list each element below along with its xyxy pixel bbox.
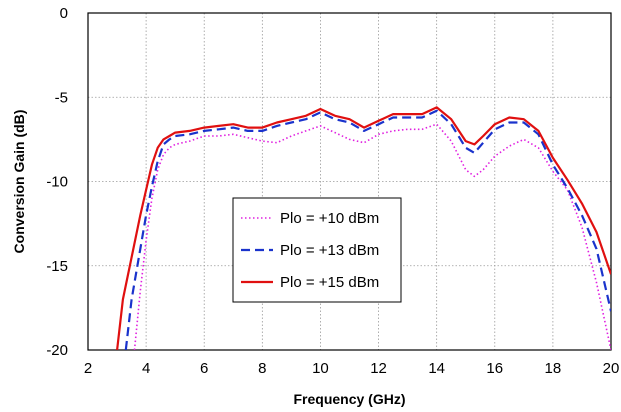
series-lines (116, 106, 611, 350)
x-tick-label: 16 (486, 360, 503, 377)
y-tick-label: 0 (60, 5, 68, 22)
x-tick-label: 20 (603, 360, 620, 377)
x-tick-label: 2 (84, 360, 92, 377)
x-tick-label: 10 (312, 360, 329, 377)
x-tick-label: 18 (545, 360, 562, 377)
y-tick-label: -10 (46, 174, 68, 191)
x-tick-label: 4 (142, 360, 150, 377)
y-tick-label: -5 (55, 89, 68, 106)
y-tick-label: -15 (46, 258, 68, 275)
series-line-1 (133, 123, 611, 350)
x-tick-label: 14 (428, 360, 445, 377)
x-axis-title: Frequency (GHz) (293, 391, 405, 407)
axis-tick-labels: 2 4 6 8 10 12 14 16 18 20 0 -5 -10 -15 -20 (46, 5, 619, 377)
gridlines (88, 13, 611, 350)
plot-area-frame (87, 12, 612, 351)
series-line-3 (116, 106, 611, 350)
x-tick-label: 6 (200, 360, 208, 377)
legend-label: Plo = +10 dBm (280, 210, 379, 227)
y-axis-title: Conversion Gain (dB) (11, 110, 27, 254)
legend-label: Plo = +15 dBm (280, 274, 379, 291)
x-tick-label: 8 (258, 360, 266, 377)
series-line-2 (124, 109, 611, 350)
legend: Plo = +10 dBm Plo = +13 dBm Plo = +15 dBm (232, 197, 402, 303)
legend-label: Plo = +13 dBm (280, 242, 379, 259)
y-tick-label: -20 (46, 342, 68, 359)
x-tick-label: 12 (370, 360, 387, 377)
